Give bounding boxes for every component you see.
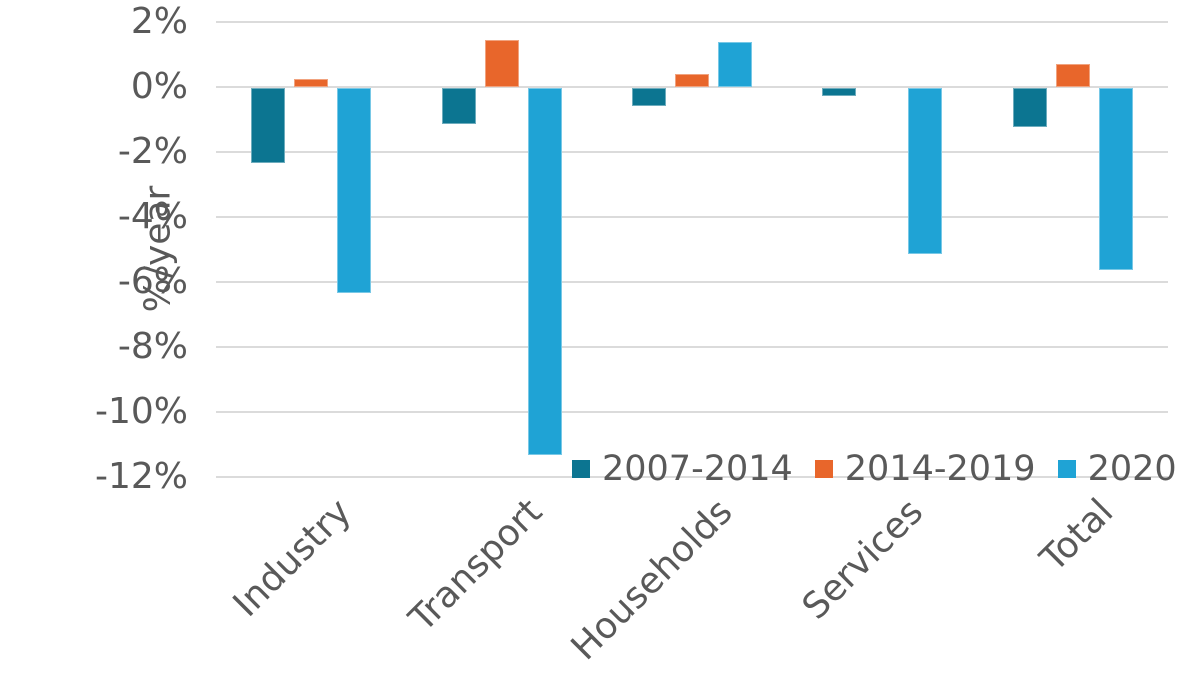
- gridline: [216, 21, 1168, 23]
- legend-swatch-icon: [572, 460, 590, 478]
- legend-swatch-icon: [1057, 460, 1076, 478]
- bar-services-2020: [908, 88, 943, 254]
- bar-households-2007-2014: [632, 88, 666, 106]
- legend-item-2020: 2020: [1057, 449, 1177, 489]
- bar-transport-2020: [527, 88, 562, 456]
- y-tick-label: -12%: [94, 456, 188, 497]
- legend-label: 2020: [1087, 449, 1177, 489]
- y-tick-label: 2%: [130, 1, 188, 42]
- legend-label: 2007-2014: [602, 449, 793, 489]
- bar-industry-2020: [337, 88, 372, 293]
- gridline: [216, 346, 1168, 348]
- gridline: [216, 151, 1168, 153]
- legend-swatch-icon: [814, 460, 833, 478]
- y-tick-label: 0%: [130, 66, 188, 107]
- gridline: [216, 476, 1168, 478]
- y-tick-label: -8%: [117, 326, 188, 367]
- legend-item-2014-2019: 2014-2019: [814, 449, 1036, 489]
- bar-services-2007-2014: [822, 88, 857, 97]
- y-tick-label: -10%: [94, 391, 188, 432]
- bar-total-2014-2019: [1055, 64, 1090, 87]
- bar-households-2014-2019: [675, 74, 709, 87]
- x-axis-label-services: Services: [794, 491, 931, 628]
- bar-households-2020: [718, 41, 752, 87]
- bar-transport-2014-2019: [484, 39, 519, 87]
- legend-item-2007-2014: 2007-2014: [572, 450, 793, 488]
- bar-industry-2014-2019: [294, 78, 329, 87]
- legend: 2007-2014 2014-2019 2020: [572, 450, 1177, 488]
- y-tick-label: -2%: [117, 131, 188, 172]
- gridline: [216, 411, 1168, 413]
- x-axis-label-transport: Transport: [401, 491, 550, 640]
- x-axis-label-total: Total: [1032, 491, 1122, 580]
- bar-industry-2007-2014: [251, 88, 286, 163]
- bar-total-2020: [1098, 88, 1133, 270]
- y-tick-label: -4%: [117, 196, 188, 237]
- y-tick-label: -6%: [117, 261, 188, 302]
- gridline: [216, 216, 1168, 218]
- legend-label: 2014-2019: [844, 449, 1036, 489]
- gridline: [216, 281, 1168, 283]
- x-axis-label-households: Households: [563, 491, 741, 669]
- bar-transport-2007-2014: [441, 88, 476, 124]
- x-axis-label-industry: Industry: [225, 491, 360, 625]
- bar-total-2007-2014: [1012, 88, 1047, 127]
- gridline: [216, 86, 1168, 88]
